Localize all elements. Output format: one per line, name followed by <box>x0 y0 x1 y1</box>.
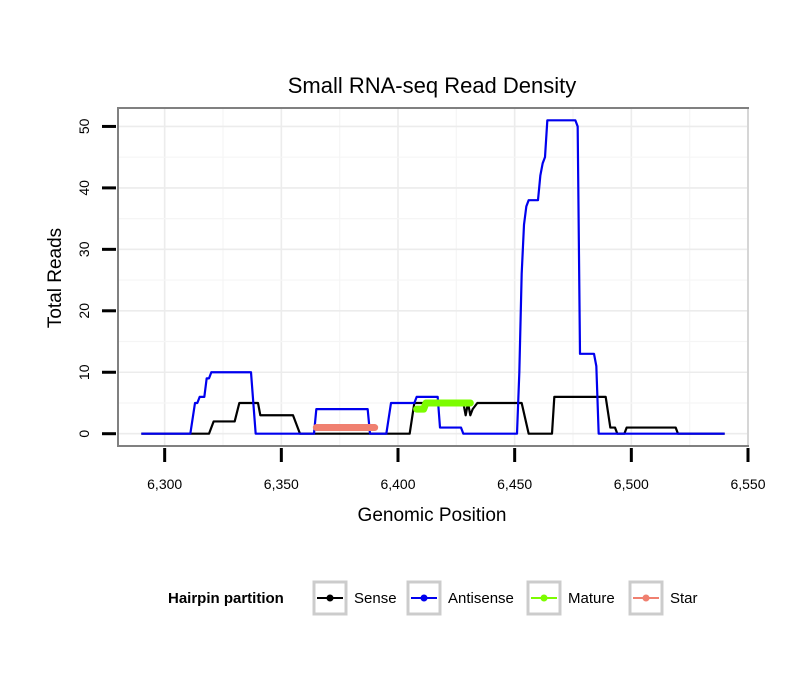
legend-item-star: Star <box>628 580 698 616</box>
series-group <box>141 119 725 435</box>
y-axis-title: Total Reads <box>45 228 66 328</box>
legend-item-mature: Mature <box>526 580 615 616</box>
legend-key-dot <box>642 594 650 602</box>
legend-label: Sense <box>354 590 397 607</box>
y-tick-label: 40 <box>76 180 92 196</box>
legend-item-sense: Sense <box>312 580 397 616</box>
legend-label: Mature <box>568 590 615 607</box>
x-tick-label: 6,450 <box>497 476 532 492</box>
legend-key-dot <box>540 594 548 602</box>
y-tick-label: 30 <box>76 241 92 257</box>
legend-label: Antisense <box>448 590 514 607</box>
series-line-mature <box>413 399 474 413</box>
y-tick-label: 50 <box>76 118 92 134</box>
chart-title: Small RNA-seq Read Density <box>288 73 577 98</box>
y-tick-label: 0 <box>76 430 92 438</box>
plot-panel <box>117 107 749 447</box>
x-tick-label: 6,300 <box>147 476 182 492</box>
legend-title: Hairpin partition <box>168 590 284 607</box>
y-tick-label: 10 <box>76 364 92 380</box>
x-tick-label: 6,400 <box>380 476 415 492</box>
x-axis-title: Genomic Position <box>358 505 507 526</box>
legend-label: Star <box>670 590 698 607</box>
legend: Hairpin partition Sense Antisense Mature St… <box>168 580 698 616</box>
legend-item-antisense: Antisense <box>406 580 514 616</box>
axes: 6,300 6,350 6,400 6,450 6,500 6,550 0 10 20 30 40 5… <box>76 118 766 492</box>
series-line-antisense <box>141 119 725 435</box>
legend-key-dot <box>420 594 428 602</box>
y-tick-label: 20 <box>76 303 92 319</box>
x-tick-label: 6,350 <box>264 476 299 492</box>
x-tick-label: 6,550 <box>730 476 765 492</box>
x-tick-label: 6,500 <box>614 476 649 492</box>
legend-key-dot <box>326 594 334 602</box>
